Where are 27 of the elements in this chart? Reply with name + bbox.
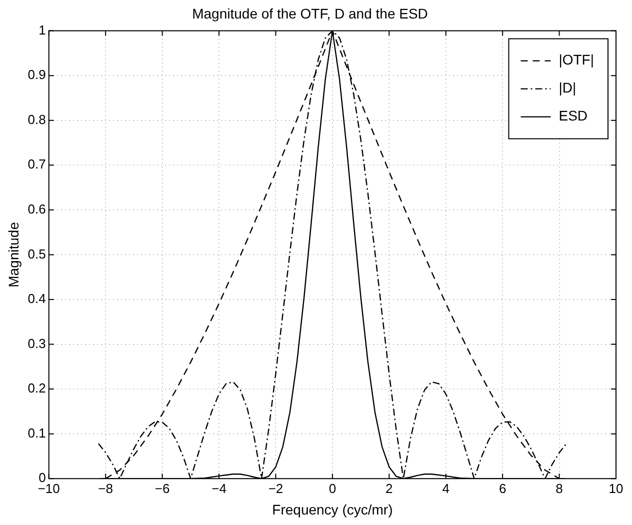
legend-label: |D| — [558, 80, 576, 96]
x-tick-label: 4 — [442, 480, 450, 496]
x-tick-label: 0 — [328, 480, 336, 496]
y-tick-label: 0.1 — [28, 425, 46, 440]
x-axis-title: Frequency (cyc/mr) — [272, 501, 393, 518]
y-tick-label: 0.4 — [28, 291, 46, 306]
y-tick-label: 0.3 — [28, 336, 46, 351]
x-tick-label: 8 — [556, 480, 563, 496]
x-tick-label: 10 — [608, 480, 624, 496]
legend-label: ESD — [558, 108, 588, 124]
x-tick-label: −8 — [98, 480, 113, 496]
y-tick-label: 0.5 — [28, 246, 46, 262]
y-axis-title: Magnitude — [5, 222, 22, 288]
y-tick-label: 0.7 — [28, 156, 46, 172]
y-tick-label: 0.2 — [28, 380, 46, 396]
legend-label: |OTF| — [558, 52, 594, 68]
y-tick-label: 0.8 — [28, 112, 46, 127]
y-tick-label: 0 — [38, 470, 46, 486]
x-tick-label: −2 — [268, 480, 284, 496]
y-tick-label: 0.6 — [28, 202, 46, 216]
x-tick-label: 2 — [386, 480, 393, 496]
y-tick-label: 1 — [38, 22, 46, 38]
chart-title: Magnitude of the OTF, D and the ESD — [192, 5, 428, 22]
x-tick-label: 6 — [498, 480, 506, 496]
x-tick-label: −6 — [154, 480, 170, 496]
y-tick-label: 0.9 — [28, 67, 46, 82]
x-tick-label: −4 — [212, 480, 226, 496]
